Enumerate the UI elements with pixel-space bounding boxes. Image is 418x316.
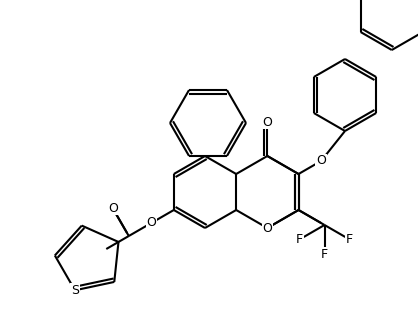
Text: O: O — [316, 155, 326, 167]
Text: F: F — [321, 247, 328, 260]
Text: O: O — [263, 116, 272, 129]
Text: F: F — [346, 233, 353, 246]
Text: S: S — [71, 284, 79, 297]
Text: F: F — [296, 233, 303, 246]
Text: O: O — [263, 222, 272, 234]
Text: O: O — [108, 202, 118, 215]
Text: O: O — [146, 216, 156, 229]
